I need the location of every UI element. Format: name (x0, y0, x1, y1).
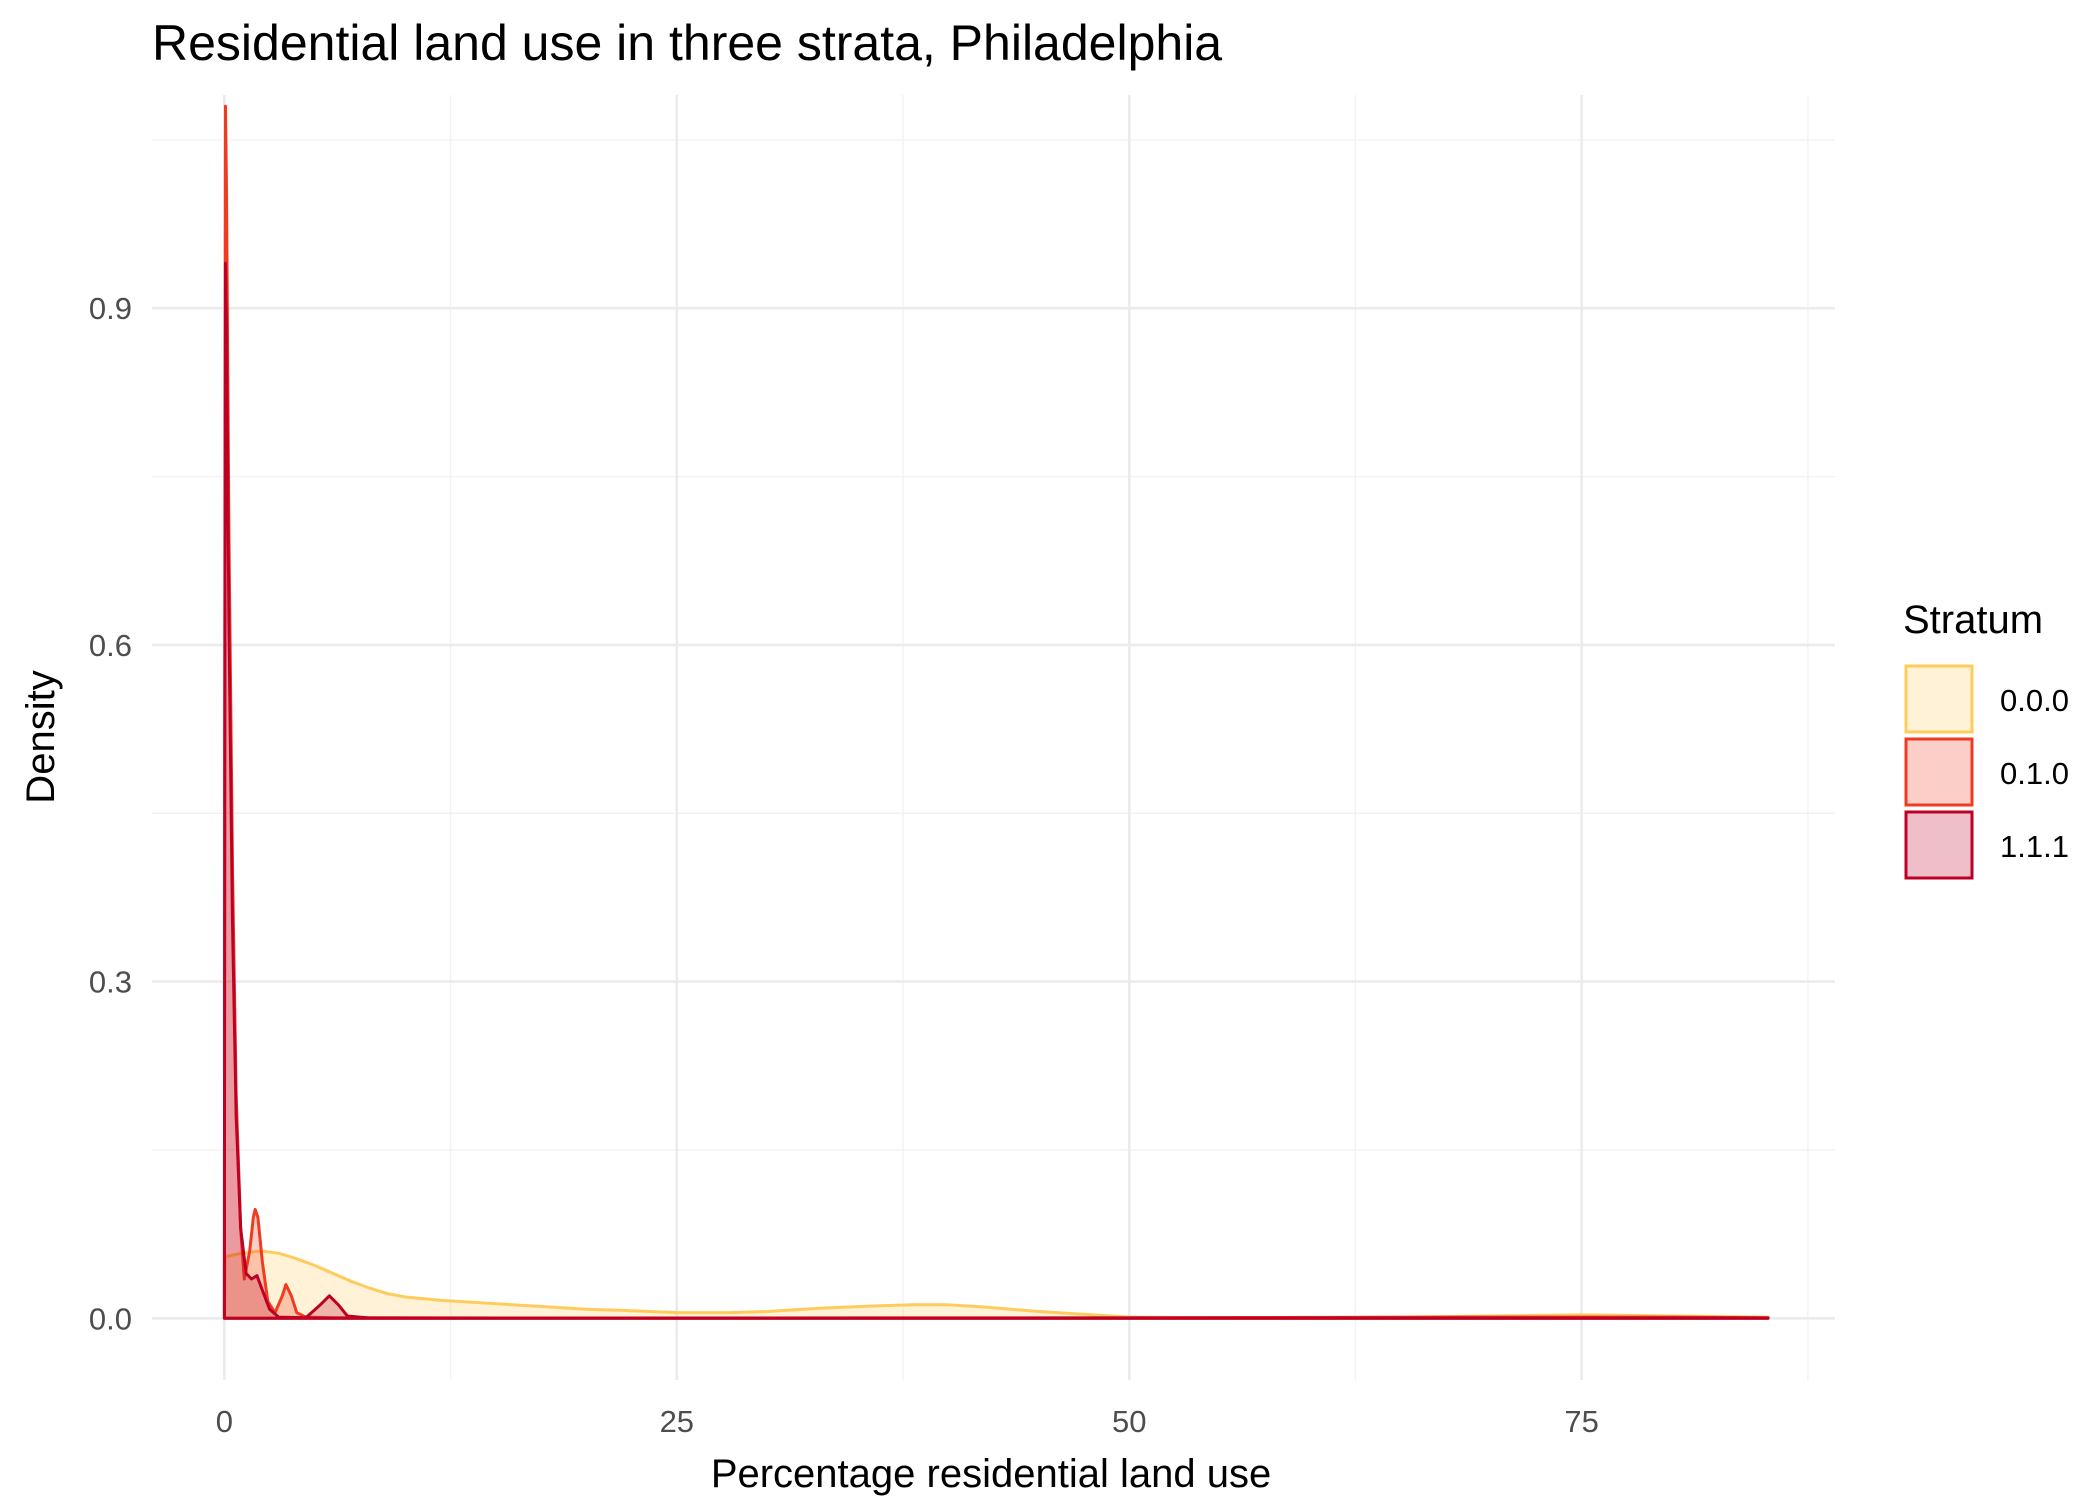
legend-items: 0.0.0 0.1.0 1.1.1 (1904, 664, 2069, 880)
legend-label: 0.0.0 (2000, 683, 2069, 718)
y-tick-label: 0.3 (89, 965, 132, 1000)
legend: Stratum 0.0.0 0.1.0 1.1.1 (1903, 598, 2069, 880)
x-axis-title: Percentage residential land use (711, 1452, 1271, 1496)
legend-swatch-0-0-0 (1904, 664, 1974, 734)
x-tick-label: 25 (660, 1404, 694, 1439)
y-tick-label: 0.6 (89, 628, 132, 663)
x-tick-label: 50 (1112, 1404, 1146, 1439)
legend-title: Stratum (1903, 598, 2043, 642)
x-axis-ticks: 0 25 50 75 (216, 1404, 1599, 1439)
y-axis-title: Density (19, 670, 63, 803)
x-tick-label: 0 (216, 1404, 233, 1439)
chart-title: Residential land use in three strata, Ph… (152, 15, 1222, 71)
grid (152, 95, 1835, 1380)
x-tick-label: 75 (1564, 1404, 1598, 1439)
legend-label: 0.1.0 (2000, 756, 2069, 791)
y-tick-label: 0.9 (89, 291, 132, 326)
legend-swatch-0-1-0 (1904, 737, 1974, 807)
density-area-1-1-1 (222, 261, 1770, 1320)
density-area-0-0-0 (222, 1249, 1770, 1320)
density-area-0-1-0 (222, 104, 1770, 1320)
density-areas (222, 104, 1770, 1320)
legend-label: 1.1.1 (2000, 829, 2069, 864)
y-axis-ticks: 0.0 0.3 0.6 0.9 (89, 291, 132, 1336)
legend-swatch-1-1-1 (1904, 810, 1974, 880)
y-tick-label: 0.0 (89, 1301, 132, 1336)
